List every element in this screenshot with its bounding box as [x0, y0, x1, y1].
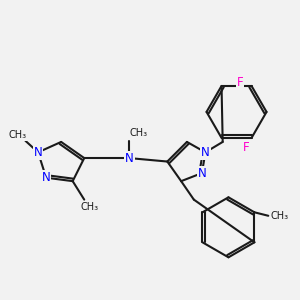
- Text: N: N: [42, 171, 50, 184]
- Text: N: N: [197, 167, 206, 180]
- Text: CH₃: CH₃: [129, 128, 148, 138]
- Text: F: F: [237, 76, 243, 89]
- Text: N: N: [125, 152, 134, 165]
- Text: F: F: [242, 141, 249, 154]
- Text: N: N: [201, 146, 210, 159]
- Text: CH₃: CH₃: [81, 202, 99, 212]
- Text: CH₃: CH₃: [271, 211, 289, 221]
- Text: CH₃: CH₃: [8, 130, 26, 140]
- Text: N: N: [34, 146, 43, 159]
